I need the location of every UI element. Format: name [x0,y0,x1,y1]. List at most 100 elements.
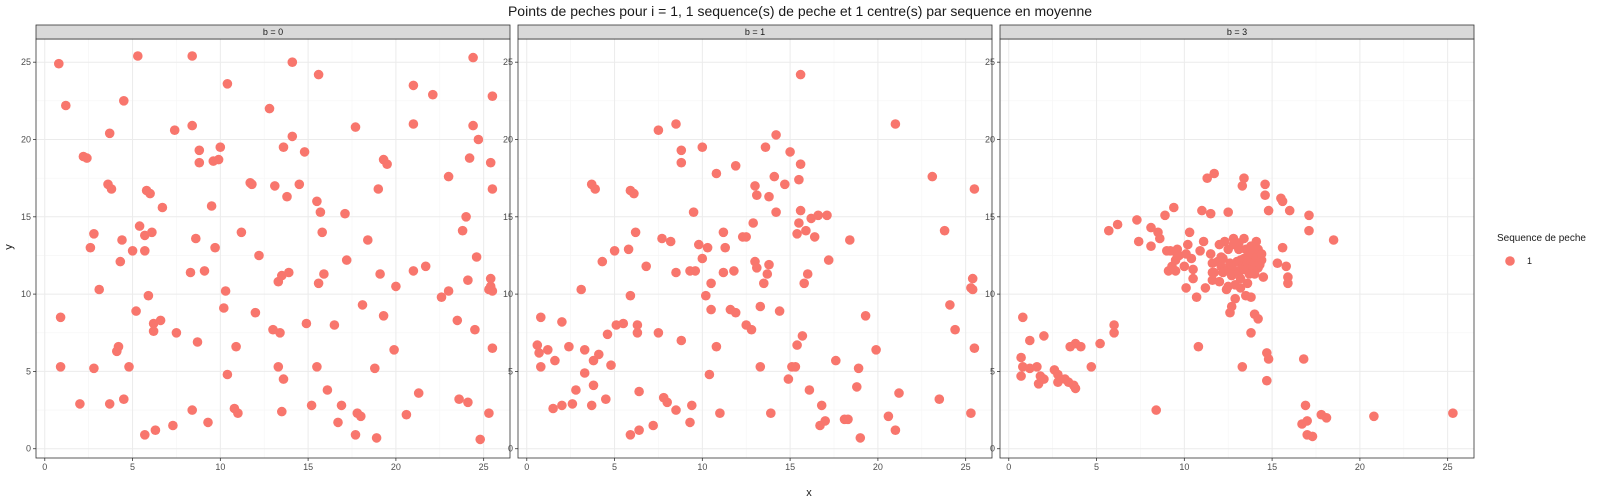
data-point [117,235,127,245]
facet-strip [35,24,511,40]
y-tick-label: 15 [503,212,513,222]
data-point [54,58,64,69]
x-tick-label: 0 [524,462,529,472]
data-point [1184,227,1195,238]
data-point [1283,278,1293,289]
data-point [783,374,794,384]
data-point [704,369,715,380]
data-point [1304,210,1314,221]
data-point [89,229,99,239]
data-point [473,134,484,145]
data-point [282,191,292,202]
data-point [475,434,486,445]
data-point [586,400,597,411]
data-point [629,188,639,199]
data-point [557,400,567,411]
data-point [1304,225,1314,236]
y-tick-label: 10 [985,289,995,299]
data-point [1258,272,1269,282]
data-point [606,360,616,371]
data-point [1300,400,1311,411]
data-point [1448,408,1458,419]
legend-title: Sequence de peche [1497,233,1586,244]
data-point [769,171,780,182]
data-point [730,161,741,171]
data-point [82,153,92,163]
facet-strip [999,24,1475,40]
data-point [306,400,317,411]
data-point [113,341,124,352]
data-point [771,130,781,140]
data-point [790,362,801,372]
data-point [618,318,629,329]
data-point [1039,331,1049,341]
y-tick-label: 25 [503,57,513,67]
data-point [860,311,871,321]
data-point [653,328,664,338]
data-point [124,362,134,372]
data-point [319,269,329,279]
data-point [131,306,141,316]
data-point [752,263,762,273]
data-point [729,266,739,276]
data-point [564,341,574,352]
x-tick-label: 15 [303,462,313,472]
data-point [219,303,229,313]
data-point [1202,173,1212,183]
data-point [1193,341,1204,352]
data-point [55,312,66,323]
data-point [443,171,454,182]
data-point [1195,246,1205,256]
data-point [1205,208,1216,219]
data-point [119,96,129,106]
x-tick-label: 25 [479,462,489,472]
y-tick-label: 25 [21,57,31,67]
data-point [1234,244,1244,255]
data-point [420,261,431,272]
data-point [576,284,586,295]
data-point [676,157,687,168]
data-point [350,122,361,132]
data-point [401,409,412,420]
data-point [436,292,447,303]
data-point [299,147,310,157]
data-point [1369,411,1379,422]
data-point [413,388,424,398]
facet-strip [517,24,993,40]
y-tick-label: 10 [503,289,513,299]
data-point [341,255,352,265]
x-tick-label: 20 [1355,462,1365,472]
data-point [688,207,699,217]
data-point [391,281,401,292]
data-point [1018,312,1028,323]
data-point [85,242,96,253]
data-point [457,225,468,236]
data-point [853,363,864,374]
data-point [718,227,729,238]
data-point [1016,352,1026,363]
data-point [831,355,841,366]
data-point [452,315,463,326]
data-point [1223,207,1233,217]
data-point [147,227,157,238]
data-point [694,239,704,250]
data-point [676,335,687,346]
data-point [816,400,827,411]
data-point [741,232,751,242]
data-point [632,320,643,330]
panel-border [517,38,993,459]
data-point [760,142,771,152]
panel: b = 1 0 5 10 15 20 25 0 5 10 15 20 25 [503,24,993,472]
data-point [715,408,725,419]
data-point [1246,328,1256,338]
data-point [1191,292,1202,303]
data-point [443,286,454,296]
data-point [748,218,758,228]
data-point [685,417,695,428]
data-point [106,184,117,194]
data-point [428,89,438,100]
data-point [484,408,494,419]
data-point [278,374,289,384]
data-point [373,184,384,194]
